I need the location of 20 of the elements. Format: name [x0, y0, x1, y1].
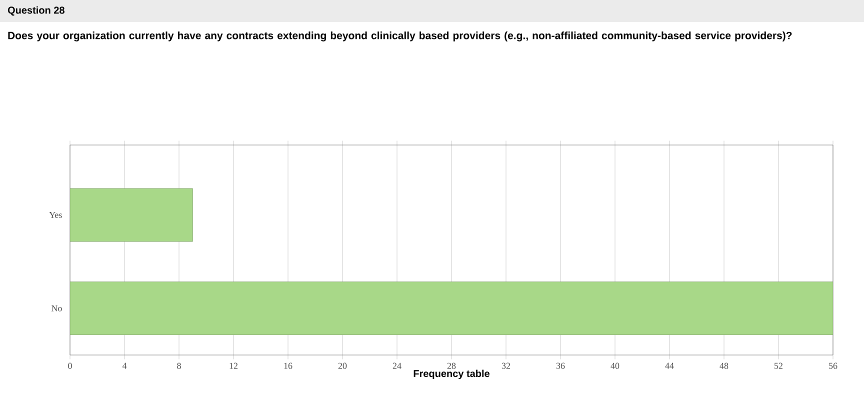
x-tick-label: 0	[68, 362, 72, 369]
x-tick-label: 20	[338, 362, 347, 369]
x-tick-label: 40	[610, 362, 620, 369]
x-tick-label: 32	[502, 362, 510, 369]
x-tick-label: 12	[230, 362, 238, 369]
x-axis-title: Frequency table	[414, 370, 490, 380]
x-tick-label: 44	[665, 362, 674, 369]
x-tick-label: 16	[284, 362, 292, 369]
x-tick-label: 48	[720, 362, 728, 369]
y-tick-label: Yes	[49, 212, 62, 218]
chart-title: Question 28	[8, 6, 64, 16]
x-tick-label: 36	[556, 362, 565, 369]
x-tick-label: 4	[122, 362, 127, 369]
x-tick-label: 24	[392, 362, 402, 369]
x-tick-label: 8	[177, 362, 181, 369]
y-tick-label: No	[51, 305, 62, 312]
x-tick-label: 52	[774, 362, 782, 369]
chart-subtitle: Does your organization currently have any contracts extending beyond clinically based providers (e.g., non-affiliated community-based service providers)?	[8, 32, 792, 42]
x-tick-label: 56	[829, 362, 838, 369]
x-tick-label: 28	[447, 362, 456, 369]
